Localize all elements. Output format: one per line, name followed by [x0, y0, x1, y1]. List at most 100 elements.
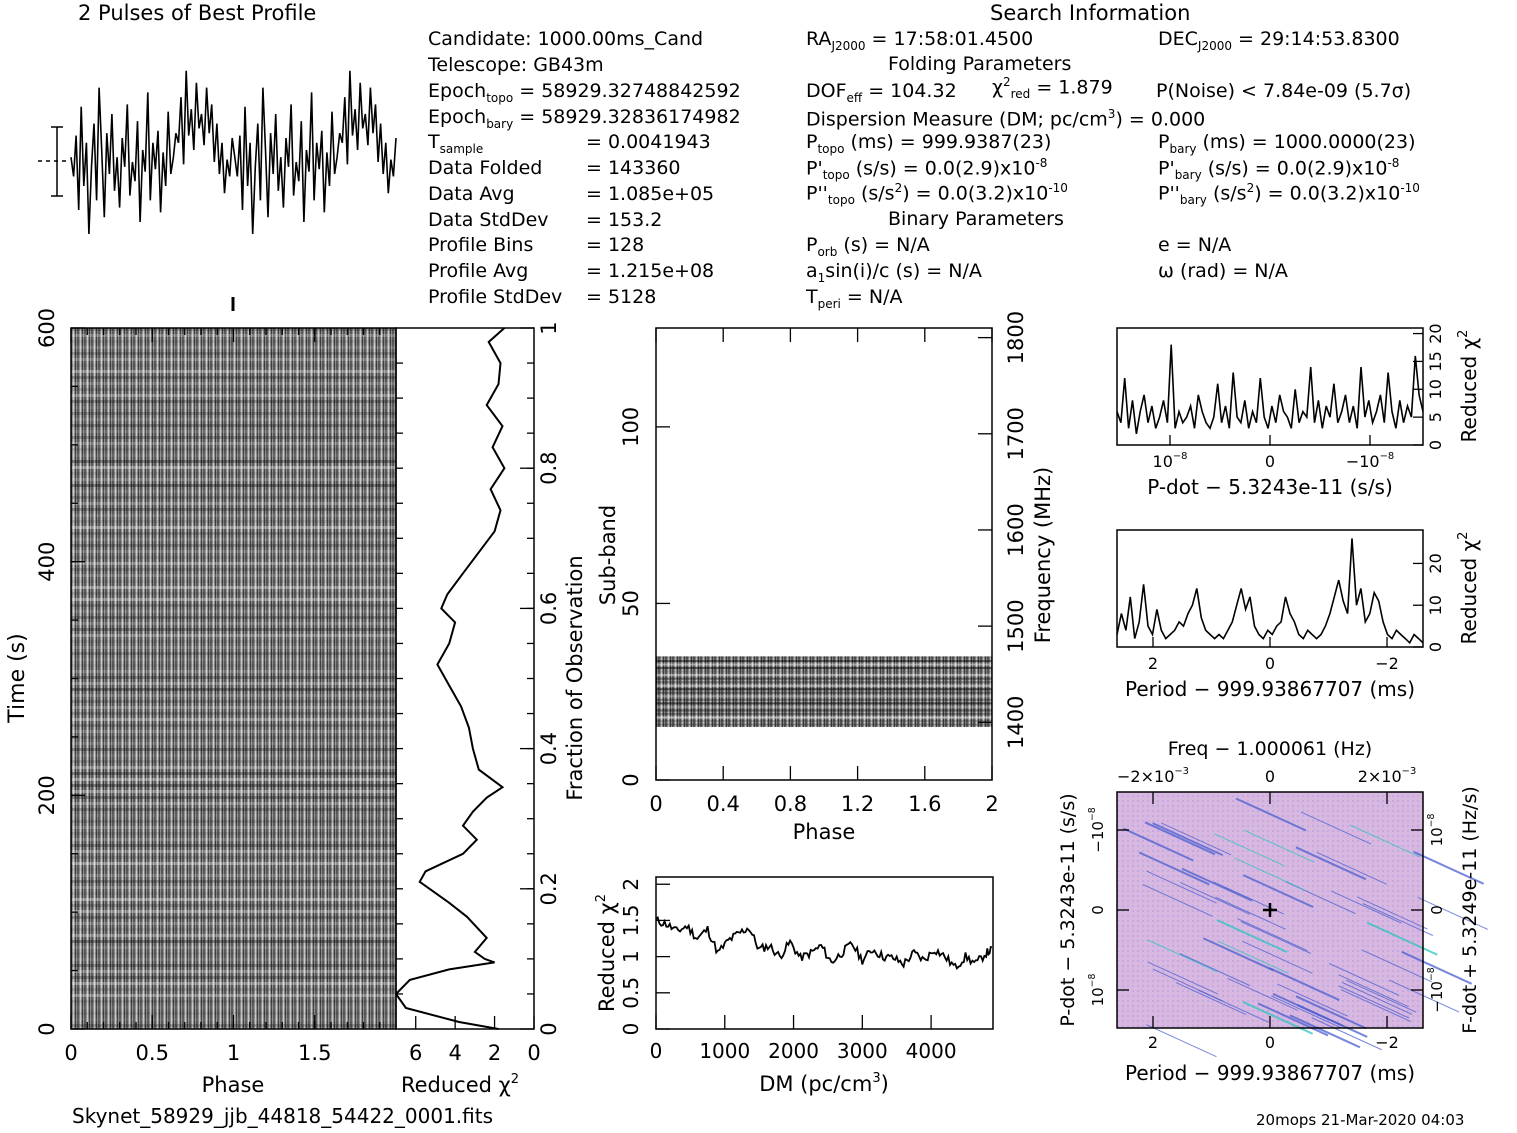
data-folded-value: = 143360	[586, 157, 681, 179]
dm-text: Dispersion Measure (DM; pc/cm3) = 0.000	[806, 107, 1206, 131]
profile-errorbar	[38, 126, 70, 197]
ppdot-contour-line	[1138, 851, 1210, 886]
ptopo-text: Ptopo (ms) = 999.9387(23)	[806, 131, 1052, 156]
ppdot-period-axis-label: Period − 999.93867707 (ms)	[1125, 1061, 1415, 1085]
time-row-band	[71, 964, 396, 967]
fits-filename: Skynet_58929_jjb_44818_54422_0001.fits	[72, 1104, 494, 1128]
subband-phase-tick-label: 0.8	[774, 792, 807, 816]
dm-tick-label: 4000	[906, 1039, 957, 1063]
ppdot-contour-line	[1216, 919, 1288, 953]
search-information-title: Search Information	[990, 1, 1191, 25]
time-row-band	[71, 472, 396, 475]
time-row-band	[71, 544, 396, 547]
subband-row	[656, 684, 992, 687]
ppdot-contour-line	[1316, 851, 1387, 885]
dm-curve-line	[655, 915, 992, 971]
time-row-band	[71, 694, 396, 697]
time-tick-label: 0	[35, 1022, 59, 1035]
ppdot-period-tick-label: −2	[1375, 1033, 1399, 1052]
subband-phase-tick-label: 2	[985, 792, 998, 816]
time-row-band	[71, 496, 396, 499]
pdot-topo-text: P'topo (s/s) = 0.0(2.9)x10-8	[806, 156, 1048, 183]
telescope-text: Telescope: GB43m	[428, 54, 604, 76]
time-row-band	[71, 610, 396, 613]
time-phase-heatmap	[71, 328, 396, 1029]
ppdot-contour-line	[1413, 850, 1485, 885]
time-row-band	[71, 952, 396, 955]
time-row-band	[71, 766, 396, 769]
subband-phase-tick-label: 1.2	[841, 792, 874, 816]
ppdot-pdot-tick-label: −10−8	[1087, 807, 1107, 852]
pdot-axis-label: P-dot − 5.3243e-11 (s/s)	[1147, 475, 1393, 499]
subband-row	[656, 709, 992, 712]
profile-bins-label: Profile Bins	[428, 234, 534, 256]
ppdot-contour-line	[1361, 949, 1432, 983]
time-row-band	[71, 598, 396, 601]
pddot-bary-text: P''bary (s/s2) = 0.0(3.2)x10-10	[1158, 181, 1420, 208]
time-row-band	[71, 520, 396, 523]
ppdot-contour-line	[1341, 981, 1413, 1015]
ppdot-fdot-tick-label: 10−8	[1426, 814, 1446, 847]
dm-reduced-chi2-label: Reduced χ2	[594, 894, 619, 1012]
ppdot-contour-line	[1340, 989, 1412, 1022]
frequency-tick-label: 1800	[1004, 311, 1028, 364]
time-axis-label: Time (s)	[5, 633, 30, 723]
curve-x-tick-label: −2	[1375, 654, 1399, 673]
tsample-text: Tsample	[428, 131, 484, 156]
dm-chi2-tick-label: 1	[619, 950, 643, 963]
ppdot-contour-line	[1122, 827, 1194, 862]
time-row-band	[71, 928, 396, 931]
time-row-band	[71, 406, 396, 409]
dm-chi2-tick-label: 0.5	[619, 977, 643, 1009]
ppdot-freq-tick-label: −2×10−3	[1117, 766, 1189, 786]
time-row-band	[71, 724, 396, 727]
subband-heatmap	[656, 656, 992, 727]
chi2-tick-label: 2	[488, 1041, 501, 1065]
ppdot-contour-line	[1144, 821, 1216, 856]
time-row-band	[71, 418, 396, 421]
time-row-band	[71, 466, 396, 469]
ppdot-pdot-tick-label: 0	[1089, 905, 1107, 915]
time-row-band	[71, 814, 396, 817]
ppdot-contour-line	[1295, 846, 1367, 881]
curve-x-tick-label: −10−8	[1346, 451, 1394, 471]
time-row-band	[71, 1012, 396, 1015]
time-row-band	[71, 706, 396, 709]
time-row-band	[71, 376, 396, 379]
ppdot-contour-line	[1160, 822, 1232, 856]
time-row-band	[71, 616, 396, 619]
reduced-chi2-axis-label-bottom: Reduced χ2	[401, 1072, 519, 1097]
ppdot-contour-line	[1357, 896, 1428, 930]
ppdot-contours	[1117, 795, 1488, 1058]
phase-tick-label: 1.5	[298, 1041, 331, 1065]
time-row-band	[71, 562, 396, 565]
time-row-band	[71, 430, 396, 433]
frequency-tick-label: 1600	[1004, 503, 1028, 556]
time-row-band	[71, 664, 396, 667]
ppdot-contour-line	[1366, 921, 1438, 956]
ppdot-contour-line	[1215, 896, 1286, 930]
subband-row	[656, 695, 992, 698]
profile-title: 2 Pulses of Best Profile	[78, 1, 317, 25]
curve-x-tick-label: 10−8	[1153, 451, 1188, 471]
time-row-band	[71, 550, 396, 553]
ppdot-fdot-tick-label: −10−8	[1426, 967, 1446, 1012]
tperi-text: Tperi = N/A	[806, 286, 903, 311]
subband-row	[656, 716, 992, 719]
phase-tick-label: 0	[64, 1041, 77, 1065]
time-row-band	[71, 886, 396, 889]
omega-text: ω (rad) = N/A	[1158, 260, 1288, 282]
curve-y-tick-label: 15	[1426, 351, 1445, 371]
time-row-band	[71, 556, 396, 559]
ppdot-contour-line	[1146, 1024, 1217, 1058]
time-row-band	[71, 856, 396, 859]
ppdot-fdot-tick-label: 0	[1428, 905, 1446, 915]
time-row-band	[71, 988, 396, 991]
profile-panel	[38, 70, 397, 235]
time-row-band	[71, 994, 396, 997]
ppdot-contour-line	[1388, 979, 1460, 1013]
time-row-band	[71, 700, 396, 703]
cumulative-chi2-line	[394, 327, 506, 1030]
time-row-band	[71, 844, 396, 847]
period-axis-label: Period − 999.93867707 (ms)	[1125, 677, 1415, 701]
